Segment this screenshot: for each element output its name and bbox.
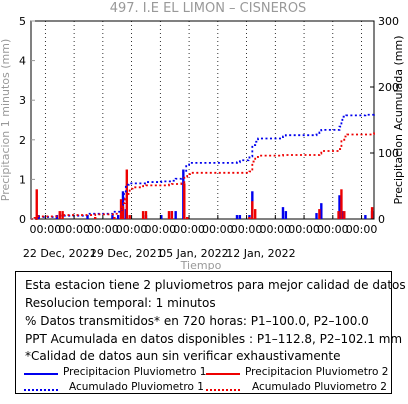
- legend-label-accum-1: Acumulado Pluviometro 1: [69, 381, 204, 393]
- precip-2-bar: [167, 211, 171, 219]
- y-right-tick-label: 0: [378, 213, 385, 226]
- precip-2-bar: [185, 217, 189, 219]
- accum-1-line: [31, 113, 375, 220]
- precip-2-bar: [35, 189, 38, 219]
- legend-swatch-precip-1: [24, 373, 58, 375]
- x-tick-label: 00:00: [87, 223, 119, 236]
- precip-1-bar: [235, 215, 239, 219]
- precip-2-bar: [318, 209, 321, 219]
- date-label: 05 Jan, 2022: [159, 247, 228, 260]
- precip-1-bar: [160, 215, 163, 219]
- legend-swatch-precip-2: [206, 373, 240, 375]
- date-label: 12 Jan, 2022: [226, 247, 295, 260]
- chart-title: 497. I.E EL LIMON – CISNEROS: [110, 1, 307, 16]
- x-tick-label: 00:00: [288, 223, 320, 236]
- info-box: Esta estacion tiene 2 pluviometros para …: [15, 271, 406, 394]
- info-line: *Calidad de datos aun sin verificar exha…: [25, 349, 341, 363]
- precip-2-bar: [125, 169, 129, 219]
- x-tick-label: 00:00: [202, 223, 234, 236]
- x-tick-label: 00:00: [144, 223, 176, 236]
- info-line: Resolucion temporal: 1 minutos: [25, 296, 216, 310]
- accum-2-line: [31, 131, 375, 220]
- precip-2-bar: [343, 211, 346, 219]
- y-left-tick-label: 5: [19, 15, 26, 28]
- precip-1-bar: [320, 203, 323, 219]
- precip-2-bar: [183, 183, 186, 219]
- info-line: % Datos transmitidos* en 720 horas: P1–1…: [25, 314, 369, 328]
- y-right-tick-label: 100: [378, 147, 399, 160]
- precip-1-bar: [248, 215, 251, 219]
- x-tick-label: 00:00: [116, 223, 148, 236]
- precip-1-bar: [121, 191, 125, 219]
- date-label: 29 Dec, 2021: [90, 247, 164, 260]
- rainfall-chart: 497. I.E EL LIMON – CISNEROS 00:0000:000…: [0, 1, 405, 270]
- x-tick-label: 00:00: [231, 223, 263, 236]
- precip-1-bar: [284, 211, 288, 219]
- x-tick-label: 00:00: [30, 223, 62, 236]
- y-left-tick-label: 2: [19, 134, 26, 147]
- precip-1-bar: [116, 215, 120, 219]
- y-left-tick-label: 4: [19, 55, 26, 68]
- date-label: 22 Dec, 2021: [23, 247, 97, 260]
- y-axis-right-label: Precipitacion Acumulada (mm): [392, 35, 405, 204]
- precip-1-bar: [86, 215, 89, 219]
- x-tick-label: 00:00: [58, 223, 90, 236]
- legend-swatch-accum-2: [206, 389, 240, 391]
- x-tick-label: 00:00: [259, 223, 291, 236]
- precip-2-bar: [170, 211, 174, 219]
- x-tick-label: 00:00: [173, 223, 205, 236]
- precip-2-bar: [141, 211, 145, 219]
- precip-2-bar: [121, 207, 125, 219]
- y-left-tick-label: 3: [19, 94, 26, 107]
- y-right-tick-label: 300: [378, 15, 399, 28]
- precip-1-bar: [111, 215, 114, 219]
- y-axis-left-label: Precipitacion 1 minutos (mm): [0, 39, 12, 201]
- x-axis-label: Tiempo: [180, 259, 222, 270]
- precip-1-bar: [281, 207, 285, 219]
- precip-1-bar: [174, 211, 177, 219]
- y-left-tick-label: 0: [19, 213, 26, 226]
- precip-2-bar: [248, 217, 251, 219]
- legend-label-accum-2: Acumulado Pluviometro 2: [252, 381, 387, 393]
- plot-frame: [30, 20, 375, 220]
- x-tick-label: 00:00: [346, 223, 378, 236]
- x-tick-label: 00:00: [317, 223, 349, 236]
- precip-2-bar: [144, 211, 148, 219]
- precip-2-bar: [33, 217, 37, 219]
- precip-2-bar: [337, 211, 340, 219]
- legend-swatch-accum-1: [24, 389, 58, 391]
- legend-label-precip-2: Precipitacion Pluviometro 2: [245, 366, 389, 378]
- info-line: Esta estacion tiene 2 pluviometros para …: [25, 278, 406, 292]
- precip-2-bar: [128, 215, 131, 219]
- precip-1-bar: [315, 213, 318, 219]
- precip-1-bar: [238, 215, 242, 219]
- precip-1-bar: [364, 215, 367, 219]
- precip-2-bar: [370, 207, 374, 219]
- precip-2-bar: [61, 211, 64, 219]
- legend-label-precip-1: Precipitacion Pluviometro 1: [63, 366, 207, 378]
- precip-2-bar: [93, 217, 97, 219]
- precip-2-bar: [251, 201, 254, 219]
- precip-1-bar: [338, 195, 341, 219]
- info-line: PPT Acumulada en datos disponibles : P1–…: [25, 332, 403, 346]
- y-right-tick-label: 200: [378, 81, 399, 94]
- precip-2-bar: [253, 209, 257, 219]
- precip-2-bar: [340, 189, 343, 219]
- y-left-tick-label: 1: [19, 173, 26, 186]
- precip-2-bar: [113, 217, 116, 219]
